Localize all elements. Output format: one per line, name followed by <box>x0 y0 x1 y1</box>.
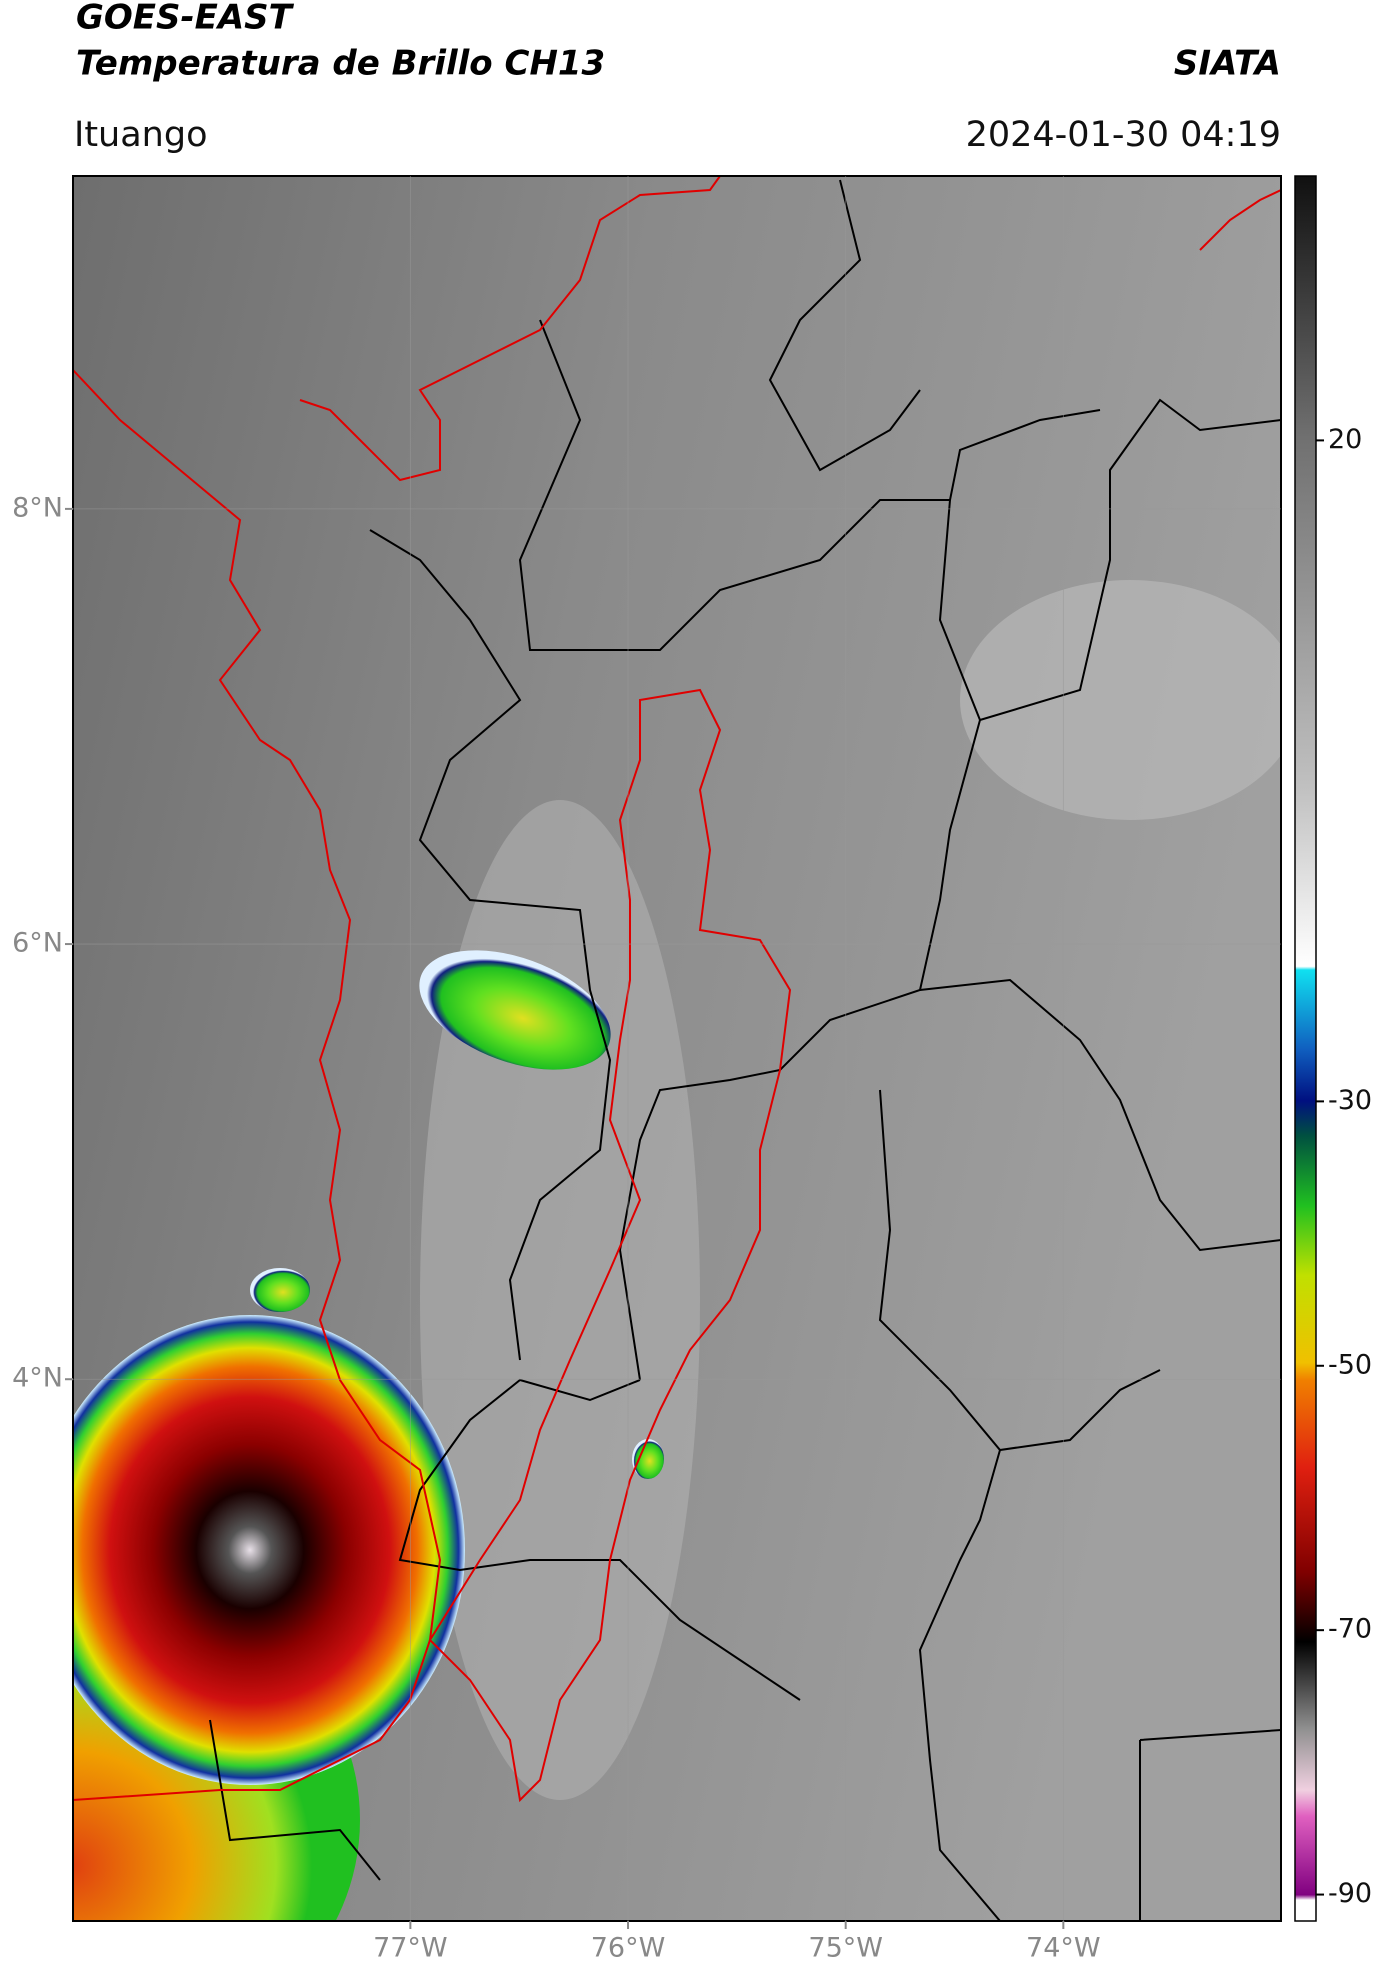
colorbar-tick-label: 20 <box>1328 424 1362 455</box>
colorbar-tick-label: -90 <box>1328 1878 1372 1909</box>
x-tick-label: 76°W <box>591 1933 666 1964</box>
boundaries <box>73 176 1281 1803</box>
datetime: 2024-01-30 04:19 <box>966 115 1281 155</box>
colorbar-tick-label: -50 <box>1328 1349 1372 1380</box>
cloud <box>960 580 1281 820</box>
subtitle: Temperatura de Brillo CH13 <box>76 44 605 84</box>
y-tick-label: 6°N <box>12 928 63 959</box>
source: SIATA <box>1174 44 1281 84</box>
convection <box>419 950 611 1070</box>
convection <box>250 1268 310 1312</box>
y-tick-label: 4°N <box>12 1363 63 1394</box>
colorbar <box>1294 175 1317 1922</box>
location: Ituango <box>74 115 208 155</box>
x-tick-label: 74°W <box>1026 1933 1101 1964</box>
cloud <box>420 800 700 1800</box>
storm <box>73 1315 465 1785</box>
map-imagery <box>73 176 1281 1921</box>
borders <box>209 179 1281 1921</box>
x-tick-label: 75°W <box>808 1933 883 1964</box>
convection <box>632 1439 664 1479</box>
colorbar-tick-label: -30 <box>1328 1085 1372 1116</box>
x-tick-label: 77°W <box>373 1933 448 1964</box>
y-tick-label: 8°N <box>12 492 63 523</box>
title: GOES-EAST <box>76 0 295 38</box>
map-frame <box>72 175 1282 1922</box>
colorbar-tick-label: -70 <box>1328 1614 1372 1645</box>
